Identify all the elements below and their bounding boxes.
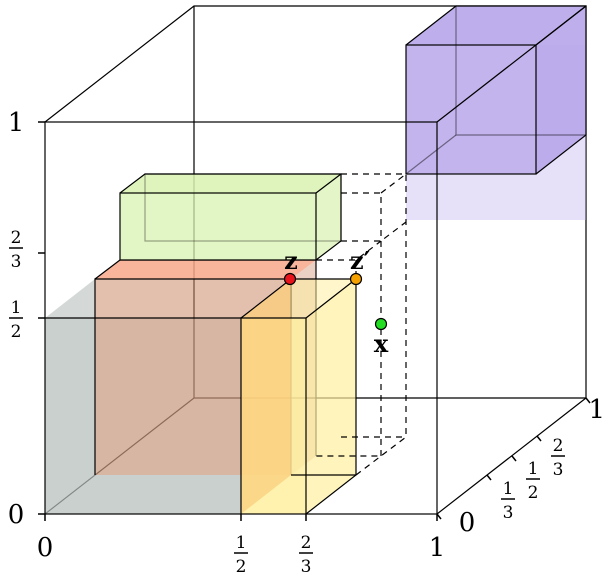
y-tick-half-den: 2 [11,322,22,342]
point-x-dot [374,317,388,331]
x-tick-twothirds-den: 3 [301,557,312,577]
x-tick-half-num: 1 [236,533,247,553]
green-box [119,173,342,261]
point-z-prime-label: z′ [350,246,370,275]
point-z-prime: z′ [349,246,370,286]
x-tick-twothirds-num: 2 [301,533,312,553]
dashed-box [316,173,407,476]
axis-x: 0 1 2 2 3 1 [37,514,446,577]
point-z-prime-dot [349,272,363,286]
purple-box [405,5,587,220]
z-tick-third-num: 1 [503,479,514,499]
yellow-box [240,277,357,515]
y-tick-1: 1 [8,108,25,138]
point-x-label: x [374,329,389,358]
y-tick-half-num: 1 [11,298,22,318]
point-z-dot [283,272,297,286]
z-tick-0: 0 [459,508,476,538]
y-tick-0: 0 [8,500,25,530]
axis-y: 0 1 2 2 3 1 [8,108,45,530]
point-x: x [374,317,389,358]
y-tick-twothirds-num: 2 [11,228,22,248]
x-tick-0: 0 [37,533,54,563]
x-tick-1: 1 [429,533,446,563]
z-tick-1: 1 [588,395,605,425]
axis-z: 0 1 3 1 2 2 3 1 [436,395,605,538]
point-z-label: z [284,246,298,275]
x-tick-half-den: 2 [236,557,247,577]
z-tick-twothirds-den: 3 [553,460,564,480]
z-tick-half-den: 2 [528,483,539,503]
point-z: z [283,246,298,286]
z-tick-third-den: 3 [503,503,514,523]
z-tick-half-num: 1 [528,459,539,479]
z-tick-twothirds-num: 2 [553,436,564,456]
y-tick-twothirds-den: 3 [11,252,22,272]
